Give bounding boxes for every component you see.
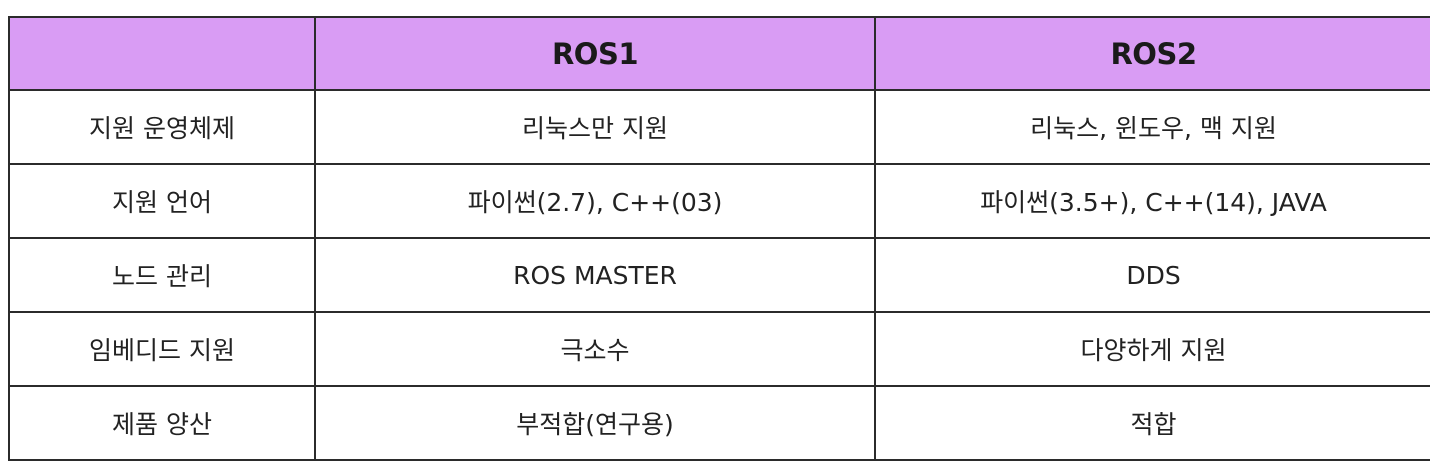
ros-comparison-table: ROS1 ROS2 지원 운영체제 리눅스만 지원 리눅스, 윈도우, 맥 지원… (8, 16, 1430, 461)
table-body: 지원 운영체제 리눅스만 지원 리눅스, 윈도우, 맥 지원 지원 언어 파이썬… (8, 89, 1430, 461)
ros2-cell: 리눅스, 윈도우, 맥 지원 (874, 89, 1430, 165)
header-cell-ros2: ROS2 (874, 16, 1430, 91)
ros1-cell: 파이썬(2.7), C++(03) (314, 163, 876, 239)
table-row-node-management: 노드 관리 ROS MASTER DDS (8, 237, 1430, 313)
row-label: 지원 언어 (8, 163, 316, 239)
table-header: ROS1 ROS2 (8, 16, 1430, 91)
ros1-cell: ROS MASTER (314, 237, 876, 313)
ros2-cell: 파이썬(3.5+), C++(14), JAVA (874, 163, 1430, 239)
header-cell-empty (8, 16, 316, 91)
header-cell-ros1: ROS1 (314, 16, 876, 91)
ros2-cell: DDS (874, 237, 1430, 313)
ros2-cell: 다양하게 지원 (874, 311, 1430, 387)
row-label: 지원 운영체제 (8, 89, 316, 165)
table-row-supported-languages: 지원 언어 파이썬(2.7), C++(03) 파이썬(3.5+), C++(1… (8, 163, 1430, 239)
row-label: 제품 양산 (8, 385, 316, 461)
table-row-supported-os: 지원 운영체제 리눅스만 지원 리눅스, 윈도우, 맥 지원 (8, 89, 1430, 165)
row-label: 노드 관리 (8, 237, 316, 313)
ros1-cell: 부적합(연구용) (314, 385, 876, 461)
ros2-cell: 적합 (874, 385, 1430, 461)
ros1-cell: 리눅스만 지원 (314, 89, 876, 165)
table-row-embedded-support: 임베디드 지원 극소수 다양하게 지원 (8, 311, 1430, 387)
row-label: 임베디드 지원 (8, 311, 316, 387)
comparison-table-container: ROS1 ROS2 지원 운영체제 리눅스만 지원 리눅스, 윈도우, 맥 지원… (8, 16, 1430, 461)
table-row-mass-production: 제품 양산 부적합(연구용) 적합 (8, 385, 1430, 461)
header-row: ROS1 ROS2 (8, 16, 1430, 91)
ros1-cell: 극소수 (314, 311, 876, 387)
